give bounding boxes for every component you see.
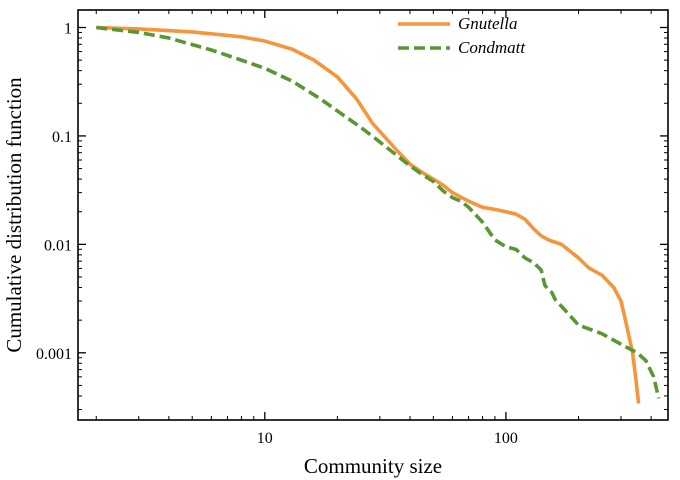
x-tick-label: 100 (494, 430, 518, 447)
y-tick-labels: 1 0.1 0.01 0.001 (36, 20, 72, 362)
series-layer (96, 25, 661, 404)
legend-label-condmatt: Condmatt (458, 38, 526, 57)
legend-label-gnutella: Gnutella (458, 14, 518, 33)
x-tick-label: 10 (257, 430, 273, 447)
major-ticks (78, 10, 668, 420)
x-axis-label: Community size (304, 454, 442, 478)
series-line-condmatt (96, 25, 661, 399)
x-tick-labels: 10 100 (257, 430, 518, 447)
minor-ticks (78, 10, 668, 420)
y-tick-label: 0.01 (44, 237, 72, 254)
y-tick-label: 1 (64, 20, 72, 37)
y-tick-label: 0.1 (52, 129, 72, 146)
y-axis-label: Cumulative distribution function (2, 77, 26, 353)
series-line-gnutella (96, 25, 641, 404)
plot-frame (77, 9, 669, 421)
legend: Gnutella Condmatt (398, 14, 526, 57)
y-tick-label: 0.001 (36, 346, 72, 363)
